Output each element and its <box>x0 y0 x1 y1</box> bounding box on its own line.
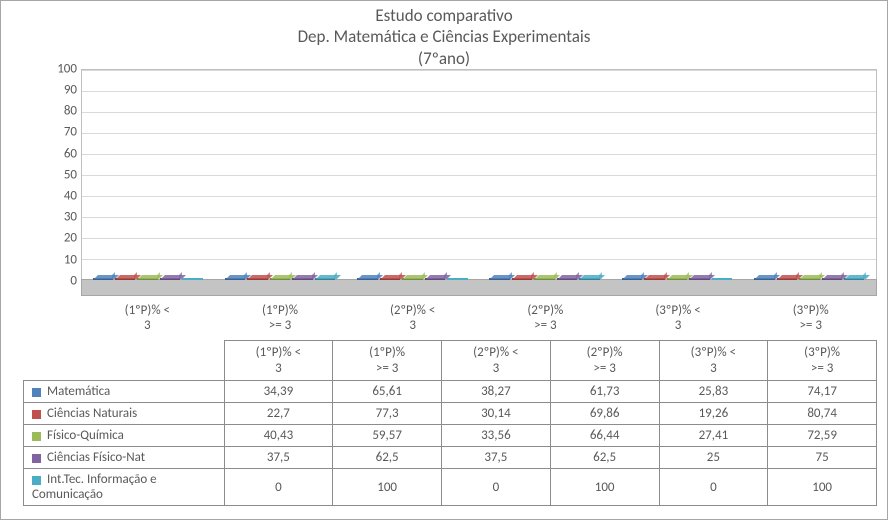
table-cell: 74,17 <box>768 381 877 403</box>
table-column-header: (3ºP)% <3 <box>659 340 768 380</box>
data-table: (1ºP)% <3(1ºP)%>= 3(2ºP)% <3(2ºP)%>= 3(3… <box>23 340 877 506</box>
table-cell: 34,39 <box>224 381 333 403</box>
y-tick: 100 <box>41 61 77 76</box>
table-cell: 22,7 <box>224 403 333 425</box>
bar-group <box>347 70 479 280</box>
table-cell: 66,44 <box>550 425 659 447</box>
chart-container: Estudo comparativo Dep. Matemática e Ciê… <box>0 0 888 520</box>
floor <box>81 279 877 296</box>
y-tick: 50 <box>41 167 77 182</box>
table-cell: 0 <box>442 469 551 506</box>
plot-area: 0102030405060708090100 <box>81 69 877 297</box>
table-column-header: (2ºP)%>= 3 <box>550 340 659 380</box>
y-tick: 10 <box>41 252 77 267</box>
legend-swatch <box>32 454 41 463</box>
bar-group <box>479 70 611 280</box>
title-line-2: Dep. Matemática e Ciências Experimentais <box>298 26 591 47</box>
x-label: (3ºP)%>= 3 <box>744 297 877 338</box>
title-line-1: Estudo comparativo <box>375 5 512 26</box>
y-tick: 0 <box>41 273 77 288</box>
series-label: Int.Tec. Informação eComunicação <box>24 469 225 506</box>
table-cell: 25 <box>659 447 768 469</box>
table-corner <box>24 340 225 380</box>
table-cell: 75 <box>768 447 877 469</box>
x-label: (2ºP)%>= 3 <box>479 297 612 338</box>
table-row: Matemática 34,3965,6138,2761,7325,8374,17 <box>24 381 877 403</box>
legend-swatch <box>32 388 41 397</box>
table-row: Ciências Físico-Nat37,562,537,562,52575 <box>24 447 877 469</box>
series-name: Ciências Físico-Nat <box>47 450 145 465</box>
y-tick: 70 <box>41 125 77 140</box>
series-label: Ciências Físico-Nat <box>24 447 225 469</box>
bars <box>93 70 203 280</box>
table-cell: 62,5 <box>333 447 442 469</box>
bar-group <box>744 70 876 280</box>
table-row: Físico-Química 40,4359,5733,5666,4427,417… <box>24 425 877 447</box>
series-label: Matemática <box>24 381 225 403</box>
title-line-3: (7ºano) <box>418 48 470 69</box>
table-cell: 19,26 <box>659 403 768 425</box>
plot <box>81 69 877 281</box>
bars <box>622 70 732 280</box>
series-label: Físico-Química <box>24 425 225 447</box>
bars <box>225 70 335 280</box>
table-cell: 40,43 <box>224 425 333 447</box>
table-cell: 25,83 <box>659 381 768 403</box>
bar-group <box>82 70 214 280</box>
table-cell: 100 <box>333 469 442 506</box>
table-row: Ciências Naturais 22,777,330,1469,8619,26… <box>24 403 877 425</box>
table-cell: 100 <box>550 469 659 506</box>
table-cell: 69,86 <box>550 403 659 425</box>
table-cell: 59,57 <box>333 425 442 447</box>
y-tick: 80 <box>41 104 77 119</box>
y-tick: 40 <box>41 188 77 203</box>
table-cell: 72,59 <box>768 425 877 447</box>
table-cell: 62,5 <box>550 447 659 469</box>
table-cell: 0 <box>659 469 768 506</box>
bars <box>357 70 467 280</box>
series-name: Físico-Química <box>47 428 124 443</box>
y-tick: 90 <box>41 82 77 97</box>
table-cell: 0 <box>224 469 333 506</box>
table-column-header: (2ºP)% <3 <box>442 340 551 380</box>
table-column-header: (1ºP)% <3 <box>224 340 333 380</box>
y-axis: 0102030405060708090100 <box>41 69 77 281</box>
bars <box>754 70 864 280</box>
table-cell: 37,5 <box>442 447 551 469</box>
table-cell: 61,73 <box>550 381 659 403</box>
y-tick: 20 <box>41 231 77 246</box>
legend-swatch <box>32 476 41 485</box>
table-cell: 80,74 <box>768 403 877 425</box>
bars <box>489 70 599 280</box>
table-row: Int.Tec. Informação eComunicação01000100… <box>24 469 877 506</box>
table-column-header: (1ºP)%>= 3 <box>333 340 442 380</box>
x-label: (2ºP)% <3 <box>346 297 479 338</box>
x-axis-labels: (1ºP)% <3(1ºP)%>= 3(2ºP)% <3(2ºP)%>= 3(3… <box>81 297 877 338</box>
table-cell: 37,5 <box>224 447 333 469</box>
x-label: (3ºP)% <3 <box>612 297 745 338</box>
table-cell: 65,61 <box>333 381 442 403</box>
data-table-wrap: (1ºP)% <3(1ºP)%>= 3(2ºP)% <3(2ºP)%>= 3(3… <box>23 340 877 506</box>
x-label: (1ºP)% <3 <box>81 297 214 338</box>
table-column-header: (3ºP)%>= 3 <box>768 340 877 380</box>
bar-group <box>214 70 346 280</box>
table-cell: 38,27 <box>442 381 551 403</box>
series-name: Ciências Naturais <box>47 406 137 421</box>
table-cell: 77,3 <box>333 403 442 425</box>
table-cell: 30,14 <box>442 403 551 425</box>
series-name: Matemática <box>47 384 110 399</box>
x-label: (1ºP)%>= 3 <box>214 297 347 338</box>
legend-swatch <box>32 410 41 419</box>
bar-group <box>611 70 743 280</box>
legend-swatch <box>32 432 41 441</box>
y-tick: 60 <box>41 146 77 161</box>
y-tick: 30 <box>41 210 77 225</box>
table-cell: 100 <box>768 469 877 506</box>
series-label: Ciências Naturais <box>24 403 225 425</box>
table-cell: 27,41 <box>659 425 768 447</box>
chart-title: Estudo comparativo Dep. Matemática e Ciê… <box>1 1 887 69</box>
table-cell: 33,56 <box>442 425 551 447</box>
series-name: Int.Tec. Informação eComunicação <box>32 472 157 502</box>
bar-groups <box>82 70 876 280</box>
